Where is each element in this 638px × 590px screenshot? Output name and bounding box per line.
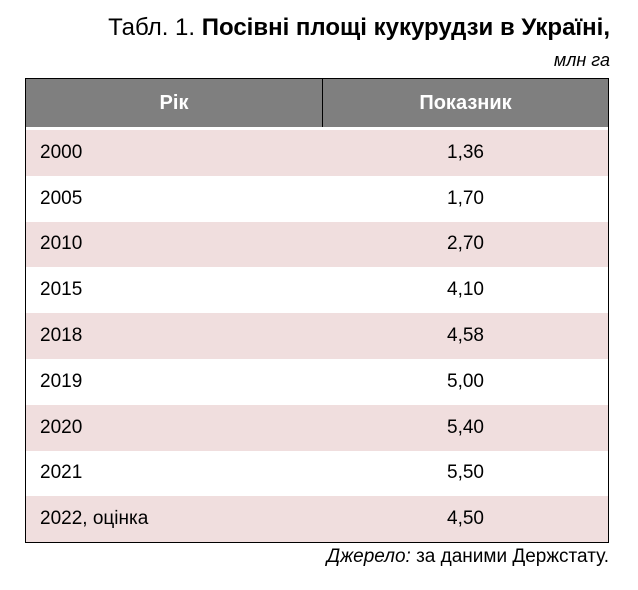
year-cell: 2021 (40, 462, 83, 484)
year-cell: 2020 (40, 416, 83, 438)
header-cell: Рік (26, 79, 323, 127)
year-cell: 2000 (40, 141, 83, 163)
value-cell: 4,58 (447, 325, 484, 347)
year-cell: 2010 (40, 233, 83, 255)
table-row: 2020 5,40 (26, 404, 608, 451)
title: Табл. 1. Посівні площі кукурудзи в Украї… (108, 14, 610, 42)
value-cell: 4,50 (447, 508, 484, 530)
table: Рік Показник 2000 1,36 2005 1,70 2010 2,70 201… (25, 78, 609, 544)
table-row: 2018 4,58 (26, 313, 608, 359)
table-row: 2022, оцінка 4,50 (26, 496, 608, 543)
value-cell: 1,36 (447, 141, 484, 163)
table-row: 2015 4,10 (26, 267, 608, 313)
source: Джерело: за даними Держстату. (327, 546, 609, 568)
table-row: 2019 5,00 (26, 359, 608, 405)
unit: млн га (553, 50, 610, 70)
year-cell: 2018 (40, 325, 83, 347)
table-row: 2021 5,50 (26, 451, 608, 497)
value-cell: 5,00 (447, 370, 484, 392)
year-cell: 2005 (40, 187, 83, 209)
table-row: 2000 1,36 (26, 130, 608, 176)
header-cell: Показник (419, 91, 512, 114)
value-cell: 5,40 (447, 416, 484, 438)
table-row: 2010 2,70 (26, 221, 608, 268)
table-label: Табл. 1. (108, 14, 196, 41)
value-cell: 2,70 (447, 233, 484, 255)
year-cell: 2015 (40, 279, 83, 301)
value-cell: 1,70 (447, 187, 484, 209)
year-cell: 2019 (40, 370, 83, 392)
value-cell: 5,50 (447, 462, 484, 484)
year-cell: 2022, оцінка (40, 508, 149, 530)
source-label: Джерело: (326, 546, 411, 567)
table-title: Посівні площі кукурудзи в Україні, (201, 14, 610, 41)
table-row: 2005 1,70 (26, 176, 608, 222)
header-row: Рік Показник (26, 79, 608, 130)
source-text: за даними Держстату. (416, 546, 609, 567)
value-cell: 4,10 (447, 279, 484, 301)
